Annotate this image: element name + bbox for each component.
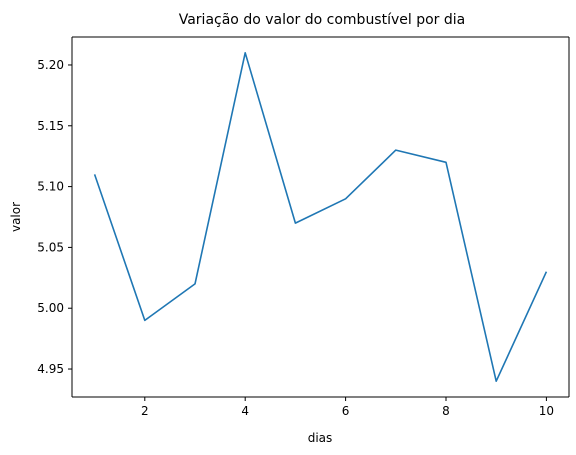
y-tick-label: 5.15: [37, 119, 64, 133]
x-tick-label: 2: [141, 404, 149, 418]
series-line: [93, 51, 548, 383]
y-tick-label: 5.05: [37, 240, 64, 254]
y-tick-label: 5.20: [37, 58, 64, 72]
plot-background: [72, 37, 569, 397]
y-tick-label: 5.00: [37, 301, 64, 315]
y-axis-label: valor: [9, 202, 23, 232]
plot-area: [72, 37, 569, 397]
x-tick-label: 8: [442, 404, 450, 418]
y-tick-label: 5.10: [37, 180, 64, 194]
chart-title: Variação do valor do combustível por dia: [179, 12, 466, 28]
x-tick-label: 6: [342, 404, 350, 418]
series-layer: [93, 51, 548, 383]
y-axis: 4.95 5.00 5.05 5.10 5.15 5.20: [37, 58, 72, 376]
y-tick-label: 4.95: [37, 362, 64, 376]
x-tick-label: 4: [241, 404, 249, 418]
x-axis-label: dias: [308, 431, 333, 445]
plot-frame: [71, 36, 570, 398]
x-tick-label: 10: [539, 404, 554, 418]
x-axis: 2 4 6 8 10: [141, 397, 554, 418]
